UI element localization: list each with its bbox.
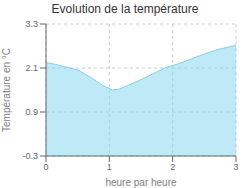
svg-text:Température en °C: Température en °C bbox=[8, 48, 12, 132]
svg-text:0: 0 bbox=[43, 162, 48, 172]
svg-text:-0.3: -0.3 bbox=[22, 151, 38, 161]
svg-text:0.9: 0.9 bbox=[25, 107, 38, 117]
svg-text:2.1: 2.1 bbox=[25, 63, 38, 73]
html-text:Evolution de la température: Evolution de la température bbox=[51, 2, 199, 16]
svg-text:3.3: 3.3 bbox=[25, 19, 38, 29]
svg-text:1: 1 bbox=[107, 162, 112, 172]
svg-text:2: 2 bbox=[170, 162, 175, 172]
svg-text:heure par heure: heure par heure bbox=[105, 177, 177, 188]
svg-text:3: 3 bbox=[233, 162, 238, 172]
